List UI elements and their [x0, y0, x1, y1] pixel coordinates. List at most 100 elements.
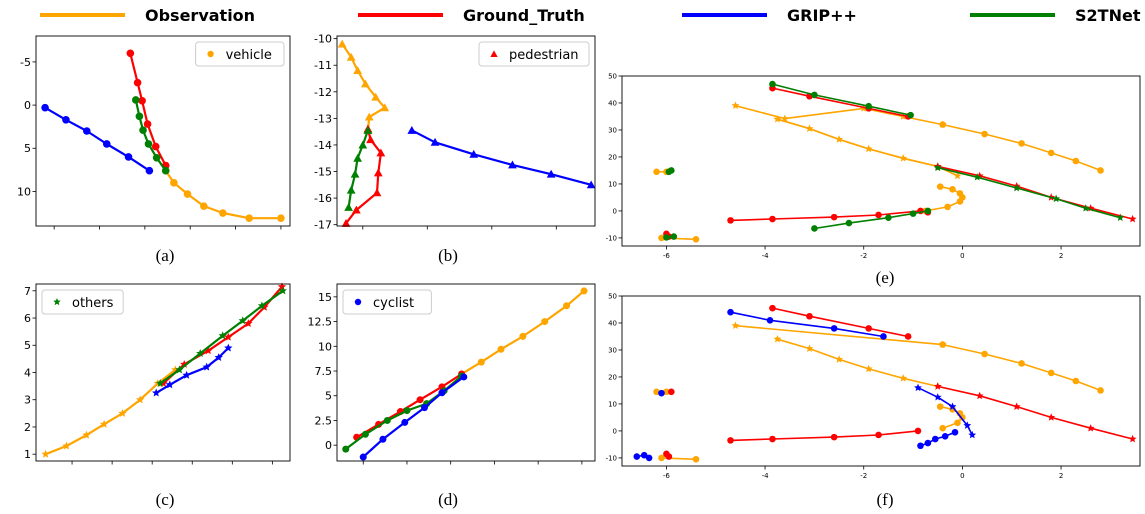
panel-c-ytick-label-6: 7 — [24, 285, 31, 298]
panel-c-series-3 — [152, 343, 233, 397]
panel-e-series-3 — [773, 115, 962, 180]
panel-c-xtick-label-2: 25 — [145, 467, 159, 468]
panel-e-xtick-label-0: -6 — [663, 252, 671, 260]
panel-e-xtick-label-1: -4 — [762, 252, 770, 260]
panel-f-series-7 — [933, 382, 1137, 443]
caption-c: (c) — [155, 490, 175, 509]
panel-d-ytick-label-2: 5 — [325, 390, 332, 403]
panel-b-series-3-line — [411, 129, 592, 186]
panel-c-series-0-point-0 — [41, 449, 50, 458]
panel-b-series-1 — [341, 124, 386, 227]
panel-f-series-7-point-0 — [933, 382, 942, 390]
panel-c-series-0-line — [45, 368, 177, 456]
panel-b-legend-marker — [490, 50, 498, 57]
panel-b-series-3-point-2 — [469, 149, 479, 158]
panel-e-ytick-label-4: 30 — [608, 126, 617, 134]
panel-c-series-2-point-3 — [218, 331, 227, 340]
panel-f-series-3-point-4 — [954, 419, 961, 427]
panel-d-ytick-label-0: 0 — [325, 439, 332, 452]
panel-f-series-2-point-2 — [835, 355, 843, 363]
panel-e-series-12-point-1 — [973, 173, 982, 181]
panel-d-series-2-point-1 — [361, 430, 369, 438]
panel-c-series-0 — [41, 365, 180, 458]
panel-f-series-10-point-1 — [665, 453, 673, 460]
panel-a-series-1-point-3 — [143, 120, 152, 128]
panel-f-ytick-label-6: 50 — [608, 293, 617, 301]
panel-f-series-2-point-3 — [864, 364, 873, 373]
panel-f-series-8-line — [730, 430, 919, 442]
panel-a-series-3-point-2 — [83, 127, 91, 135]
panel-c-series-2-point-5 — [257, 301, 267, 310]
panel-f-series-6-point-0 — [769, 304, 776, 312]
panel-b-series-1-point-5 — [351, 205, 361, 214]
panel-a-series-0-point-3 — [200, 202, 208, 210]
panel-b-series-3-point-1 — [430, 137, 440, 146]
legend-label-0: Observation — [145, 6, 255, 25]
panel-d-ytick-label-3: 7.5 — [315, 365, 333, 378]
panel-e-series-3-point-0 — [773, 115, 782, 123]
panel-e-series-0-point-3 — [1018, 140, 1025, 147]
panel-a-ytick-label-3: 10 — [17, 185, 31, 198]
panel-e-series-12-line — [937, 166, 1121, 219]
panel-c-ytick-label-1: 2 — [24, 421, 31, 434]
panel-f-ytick-label-0: -10 — [606, 454, 617, 462]
panel-f-series-8 — [727, 427, 922, 444]
panel-f-series-7-point-2 — [1012, 402, 1021, 410]
panel-b-series-1-point-2 — [376, 148, 386, 157]
panel-f-series-7-line — [937, 385, 1133, 440]
panel-d-ytick-label-5: 12.5 — [308, 316, 333, 329]
panel-d-series-3-point-3 — [420, 404, 428, 412]
panel-c-series-2 — [156, 286, 287, 387]
panel-f-series-2-point-0 — [773, 335, 782, 343]
panel-e-series-3-point-6 — [953, 171, 962, 180]
panel-d-xtick-label-0: -60 — [354, 467, 372, 468]
panel-f-series-15 — [633, 451, 653, 462]
panel-e-series-0-point-2 — [1047, 149, 1055, 157]
panel-e-series-15 — [663, 233, 678, 241]
panel-d-chart: -60 -50 -40 -30 -20 -10 0 2.5 5 7.5 10 12.5 15 cyclis… — [308, 283, 596, 468]
panel-e-ytick-label-3: 20 — [608, 153, 617, 161]
panel-f-series-7-point-3 — [1047, 413, 1056, 421]
panel-e-series-4 — [922, 183, 966, 215]
panel-e-series-3-point-2 — [835, 135, 843, 143]
panel-b-series-1-point-3 — [373, 168, 383, 177]
panel-e-series-12-point-4 — [1081, 204, 1090, 212]
panel-f-ytick-label-5: 40 — [608, 320, 617, 328]
panel-b-xtick-label-3: 14 — [549, 232, 563, 233]
panel-e-ytick-label-6: 50 — [608, 73, 617, 81]
panel-a-series-2 — [131, 96, 170, 175]
panel-f-xtick-label-3: 0 — [960, 472, 964, 480]
panel-f-series-0-point-1 — [1072, 377, 1080, 385]
panel-f-ytick-label-4: 30 — [608, 346, 617, 354]
panel-a-xtick-label-1: -5 — [94, 232, 105, 233]
panel-c-legend-box — [41, 289, 124, 315]
panel-e-series-15-point-0 — [663, 234, 670, 241]
panel-b-series-3-point-0 — [407, 125, 417, 134]
panel-e-frame — [621, 75, 1141, 247]
legend-label-2: GRIP++ — [787, 6, 857, 25]
panel-f-series-5-point-1 — [692, 455, 700, 463]
panel-e-series-11-point-3 — [907, 111, 914, 119]
panel-c-ytick-label-3: 4 — [24, 366, 31, 379]
panel-e-series-8-point-5 — [1128, 214, 1137, 223]
panel-b-ytick-label-3: -13 — [314, 112, 332, 125]
panel-f-series-1-point-0 — [938, 340, 947, 348]
panel-b-series-0-point-6 — [364, 112, 374, 121]
panel-b-series-1-point-1 — [366, 135, 375, 144]
panel-e-series-12-point-3 — [1052, 194, 1061, 203]
panel-f-series-6-point-3 — [904, 333, 912, 340]
panel-a-ytick-label-0: -5 — [20, 56, 31, 69]
panel-b-chart: 12.5 13 13.5 14 -10 -11 -12 -13 -14 -15 -16 -17 pede… — [314, 33, 596, 233]
panel-e-series-0-point-1 — [1072, 157, 1080, 165]
panel-a-series-0-point-2 — [219, 209, 227, 217]
panel-d-xtick-label-3: -30 — [485, 467, 503, 468]
panel-e-xtick-label-4: 2 — [1059, 252, 1063, 260]
panel-f-series-7-point-5 — [1128, 434, 1137, 443]
panel-c-legend: others — [41, 289, 124, 315]
panel-c-series-2-point-1 — [175, 365, 184, 374]
panel-a-series-1-point-0 — [126, 49, 135, 58]
panel-c-ytick-label-5: 6 — [24, 312, 31, 325]
panel-d-series-0-point-4 — [497, 345, 505, 353]
panel-b-ytick-label-1: -11 — [314, 59, 332, 72]
panel-b-series-3-point-3 — [508, 160, 517, 169]
